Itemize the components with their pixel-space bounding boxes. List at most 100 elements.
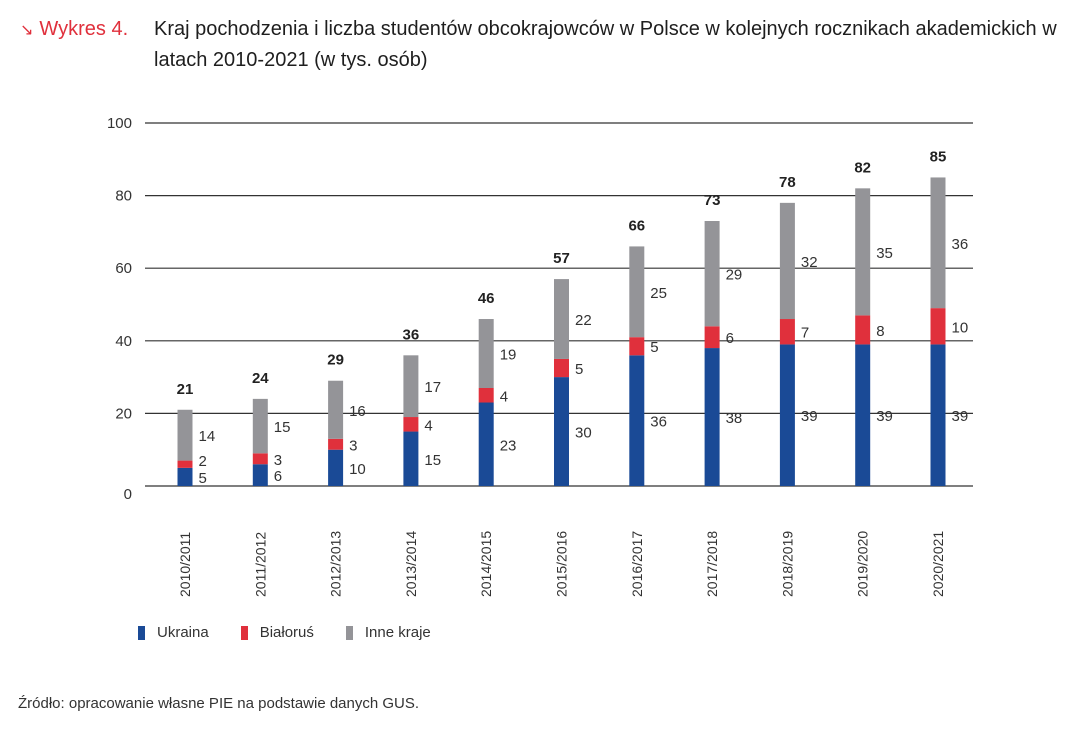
legend-swatch-ukraina <box>138 625 145 640</box>
bar-segment-biaoru <box>629 337 645 356</box>
data-label-bialorus: 8 <box>876 323 884 340</box>
data-label-inne-kraje: 19 <box>500 347 517 364</box>
data-label-ukraina: 15 <box>424 452 441 469</box>
x-tick-label: 2018/2019 <box>779 531 795 597</box>
data-label-bialorus: 3 <box>349 437 357 454</box>
x-tick-label: 2013/2014 <box>403 531 419 597</box>
data-label-total: 82 <box>854 159 871 176</box>
data-label-ukraina: 39 <box>952 408 969 425</box>
x-tick-label: 2014/2015 <box>478 531 494 597</box>
bar-segment-ukraina <box>177 467 193 486</box>
bar-segment-ukraina <box>930 344 946 486</box>
data-label-ukraina: 5 <box>199 470 207 487</box>
data-label-inne-kraje: 15 <box>274 419 291 436</box>
x-tick-label: 2012/2013 <box>328 531 344 597</box>
bar-segment-biaoru <box>704 326 720 349</box>
bar-segment-biaoru <box>177 460 193 468</box>
x-tick-label: 2010/2011 <box>177 532 193 597</box>
data-label-ukraina: 23 <box>500 437 517 454</box>
bar-segment-innekraje <box>704 221 720 327</box>
legend-swatch-bialorus <box>240 625 248 640</box>
x-tick-label: 2015/2016 <box>554 531 570 597</box>
data-label-bialorus: 7 <box>801 325 809 342</box>
data-label-bialorus: 4 <box>500 388 508 405</box>
y-tick-label: 80 <box>115 188 132 205</box>
x-axis-ticks: 2010/2011 2011/2012 2012/2013 2013/2014 2014… <box>177 531 946 597</box>
data-label-inne-kraje: 32 <box>801 254 818 271</box>
bar-segment-ukraina <box>855 344 871 486</box>
data-label-total: 21 <box>177 381 194 398</box>
y-tick-label: 60 <box>115 260 132 277</box>
data-label-inne-kraje: 14 <box>199 428 216 445</box>
data-label-inne-kraje: 29 <box>726 267 743 284</box>
data-label-bialorus: 6 <box>726 330 734 347</box>
bar-segment-innekraje <box>779 202 795 320</box>
bar-segment-biaoru <box>554 358 569 378</box>
bar-segment-biaoru <box>328 438 344 450</box>
y-tick-label: 20 <box>115 405 132 422</box>
data-label-total: 78 <box>779 174 796 191</box>
data-label-bialorus: 4 <box>424 417 432 434</box>
x-tick-label: 2011/2012 <box>252 532 268 597</box>
data-label-ukraina: 39 <box>876 408 893 425</box>
legend-item-inne-kraje: Inne kraje <box>345 624 431 641</box>
data-label-total: 24 <box>252 370 269 387</box>
bar-segment-innekraje <box>252 398 268 454</box>
legend-label: Białoruś <box>259 624 314 641</box>
legend-label: Ukraina <box>157 624 209 641</box>
data-label-total: 29 <box>327 352 344 369</box>
legend-item-bialorus: Białoruś <box>240 624 314 641</box>
data-label-total: 85 <box>930 148 947 165</box>
data-label-ukraina: 39 <box>801 408 818 425</box>
bar-segment-innekraje <box>478 319 494 388</box>
bar-segment-biaoru <box>252 453 268 465</box>
gridlines <box>145 122 973 487</box>
bar-segment-biaoru <box>403 417 419 432</box>
data-label-ukraina: 36 <box>650 414 667 431</box>
bars <box>177 177 946 486</box>
legend-label: Inne kraje <box>364 624 431 641</box>
data-label-bialorus: 5 <box>650 339 658 356</box>
figure-label: ↘ Wykres 4. <box>20 18 154 41</box>
figure-number: Wykres 4. <box>39 18 129 40</box>
bar-segment-ukraina <box>478 402 494 486</box>
bar-segment-biaoru <box>855 315 871 345</box>
chart-title: Kraj pochodzenia i liczba studentów obco… <box>154 18 1057 71</box>
data-label-inne-kraje: 17 <box>424 379 441 396</box>
data-label-inne-kraje: 35 <box>876 245 893 262</box>
bar-segment-innekraje <box>629 246 645 338</box>
data-label-total: 46 <box>478 290 495 307</box>
data-label-inne-kraje: 36 <box>952 236 969 253</box>
data-label-total: 57 <box>553 250 570 267</box>
legend-swatch-inne-kraje <box>345 625 353 640</box>
bar-segment-ukraina <box>779 344 795 486</box>
legend-item-ukraina: Ukraina <box>138 624 209 641</box>
data-label-ukraina: 30 <box>575 425 592 442</box>
x-tick-label: 2020/2021 <box>930 531 946 597</box>
data-label-inne-kraje: 16 <box>349 403 366 420</box>
data-label-bialorus: 10 <box>952 319 969 336</box>
y-axis-ticks: 0 20 40 60 80 100 <box>107 115 132 503</box>
data-label-bialorus: 2 <box>199 453 207 470</box>
data-label-inne-kraje: 25 <box>650 285 667 302</box>
y-tick-label: 40 <box>115 333 132 350</box>
source-note: Źródło: opracowanie własne PIE na podsta… <box>18 695 420 712</box>
bar-segment-innekraje <box>855 188 871 316</box>
bar-segment-biaoru <box>478 387 494 403</box>
bar-segment-innekraje <box>930 177 946 309</box>
data-label-total: 66 <box>628 217 645 234</box>
data-label-ukraina: 6 <box>274 468 282 485</box>
y-tick-label: 100 <box>107 115 132 132</box>
bar-segment-ukraina <box>704 348 720 486</box>
x-tick-label: 2017/2018 <box>704 531 720 597</box>
x-tick-label: 2019/2020 <box>855 531 871 597</box>
legend: Ukraina Białoruś Inne kraje <box>138 624 463 641</box>
bar-segment-innekraje <box>328 380 344 439</box>
data-label-ukraina: 38 <box>726 410 743 427</box>
data-label-total: 73 <box>704 192 721 209</box>
bar-segment-innekraje <box>177 409 193 461</box>
bar-segment-innekraje <box>554 279 569 359</box>
bar-segment-ukraina <box>629 355 645 486</box>
y-tick-label: 0 <box>124 486 132 503</box>
